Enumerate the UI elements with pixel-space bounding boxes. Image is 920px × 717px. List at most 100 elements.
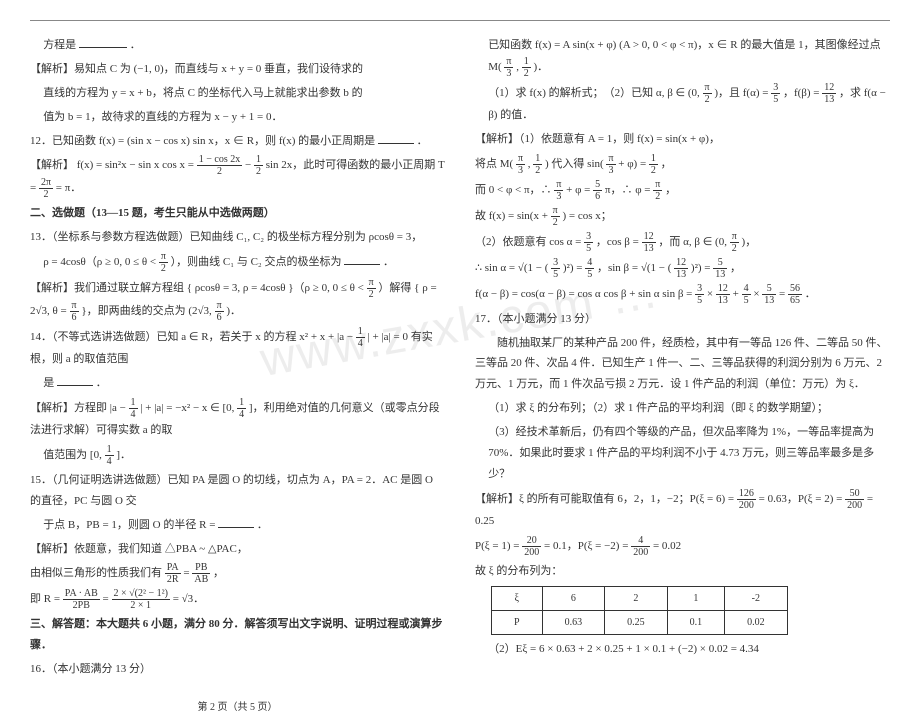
text: P(ξ = 1) = (475, 540, 522, 552)
frac: π2 (653, 179, 662, 202)
frac: PA · AB2PB (63, 588, 100, 611)
q14-line2: 是 ． (30, 373, 445, 394)
den: 3 (516, 165, 525, 176)
text: = 0.1，P(ξ = −2) = (544, 540, 631, 552)
text: = 0.02 (653, 540, 681, 552)
cell: 6 (542, 586, 605, 610)
num: 5 (762, 283, 776, 295)
num: 1 (649, 153, 658, 165)
text: ) 代入得 sin( (545, 158, 604, 170)
text: + (733, 288, 742, 300)
r12: （3）经技术革新后，仍有四个等级的产品，但次品率降为 1%，一等品率提高为 70… (475, 422, 890, 485)
frac: 20200 (522, 535, 541, 558)
text: π，∴ φ = (605, 184, 653, 196)
num: 1 (254, 154, 263, 166)
frac: 45 (585, 257, 594, 280)
text: ，而 α, β ∈ (0, (658, 236, 729, 248)
frac: 2 × √(2² − 1²)2 × 1 (112, 588, 170, 611)
q14-line1: 14．（不等式选讲选做题）已知 a ∈ R，若关于 x 的方程 x² + x +… (30, 326, 445, 370)
num: 1 (237, 397, 246, 409)
den: 65 (788, 295, 802, 306)
text: ． (805, 288, 816, 300)
text: 方程是 (43, 39, 76, 51)
num: 12 (642, 231, 656, 243)
r8: ∴ sin α = √(1 − ( 35 )²) = 45 ，sin β = √… (475, 257, 890, 280)
den: 3 (554, 191, 563, 202)
text: （2）依题意有 cos α = (475, 236, 584, 248)
den: 2 (159, 263, 168, 274)
den: 2 × 1 (112, 600, 170, 611)
text: = √3． (173, 594, 205, 606)
num: π (703, 82, 712, 94)
cell: 0.02 (725, 610, 788, 634)
r13: 【解析】ξ 的所有可能取值有 6，2，1，−2；P(ξ = 6) = 12620… (475, 488, 890, 532)
num: 2π (39, 177, 53, 189)
table-row: P 0.63 0.25 0.1 0.02 (492, 610, 788, 634)
cell: 0.25 (605, 610, 668, 634)
text: ． (96, 377, 107, 389)
num: π (504, 56, 513, 68)
text: ，sin β = √(1 − ( (597, 262, 671, 274)
num: 1 (533, 153, 542, 165)
text: + φ) = (618, 158, 649, 170)
frac: π3 (516, 153, 525, 176)
den: 2 (703, 94, 712, 105)
r2: （1）求 f(x) 的解析式； （2）已知 α, β ∈ (0, π2 )，且 … (475, 82, 890, 126)
frac: π3 (606, 153, 615, 176)
text: ． (383, 256, 394, 268)
frac: 14 (237, 397, 246, 420)
den: 5 (551, 269, 560, 280)
num: 4 (585, 257, 594, 269)
text: 【解析】ξ 的所有可能取值有 6，2，1，−2；P(ξ = 6) = (475, 493, 737, 505)
cell: -2 (725, 586, 788, 610)
frac: 45 (742, 283, 751, 306)
text: （1）求 f(x) 的解析式； （2）已知 α, β ∈ (0, (488, 87, 702, 99)
text: ρ = 4cosθ（ρ ≥ 0, 0 ≤ θ < (43, 256, 159, 268)
num: π (653, 179, 662, 191)
q16: 16．（本小题满分 13 分） (30, 659, 445, 680)
r6: 故 f(x) = sin(x + π2 ) = cos x； (475, 205, 890, 228)
page-content: 方程是 ． 【解析】易知点 C 为 (−1, 0)，而直线与 x + y = 0… (30, 20, 890, 717)
text: 12．已知函数 f(x) = (sin x − cos x) sin x，x ∈… (30, 135, 375, 147)
den: 13 (762, 295, 776, 306)
den: 13 (822, 94, 836, 105)
den: 5 (585, 269, 594, 280)
num: 12 (822, 82, 836, 94)
text: + φ = (566, 184, 593, 196)
num: 1 (105, 444, 114, 456)
den: 2 (730, 243, 739, 254)
frac: 35 (695, 283, 704, 306)
frac: 14 (105, 444, 114, 467)
a15-line2: 由相似三角形的性质我们有 PA2R = PBAB ， (30, 562, 445, 585)
num: 126 (737, 488, 756, 500)
text: ]． (116, 449, 131, 461)
text: − (245, 159, 254, 171)
r4: 将点 M( π3 , 12 ) 代入得 sin( π3 + φ) = 12 ， (475, 153, 890, 176)
text: )²) = (563, 262, 585, 274)
num: 1 (522, 56, 531, 68)
frac: 1213 (674, 257, 688, 280)
distribution-table: ξ 6 2 1 -2 P 0.63 0.25 0.1 0.02 (491, 586, 788, 635)
text: ，cos β = (596, 236, 642, 248)
den: 2 (649, 165, 658, 176)
frac: π3 (554, 179, 563, 202)
r11: （1）求 ξ 的分布列；（2）求 1 件产品的平均利润（即 ξ 的数学期望）； (475, 398, 890, 419)
den: 2 (254, 166, 263, 177)
blank (57, 376, 93, 386)
a13: 【解析】我们通过联立解方程组 { ρcosθ = 3, ρ = 4cosθ }（… (30, 277, 445, 323)
frac: 126200 (737, 488, 756, 511)
den: 4 (105, 456, 114, 467)
q15-line1: 15．（几何证明选讲选做题）已知 PA 是圆 O 的切线，切点为 A，PA = … (30, 470, 445, 512)
frac: π2 (367, 277, 376, 300)
frac: 12 (533, 153, 542, 176)
text: = (779, 288, 788, 300)
frac: 35 (584, 231, 593, 254)
frac: π6 (70, 300, 79, 323)
num: 5 (713, 257, 727, 269)
den: 2 (653, 191, 662, 202)
q13-line1: 13．（坐标系与参数方程选做题）已知曲线 C₁, C₂ 的极坐标方程分别为 ρc… (30, 227, 445, 248)
num: 1 (356, 326, 365, 338)
den: 4 (237, 409, 246, 420)
den: 2 (197, 166, 242, 177)
den: 5 (584, 243, 593, 254)
